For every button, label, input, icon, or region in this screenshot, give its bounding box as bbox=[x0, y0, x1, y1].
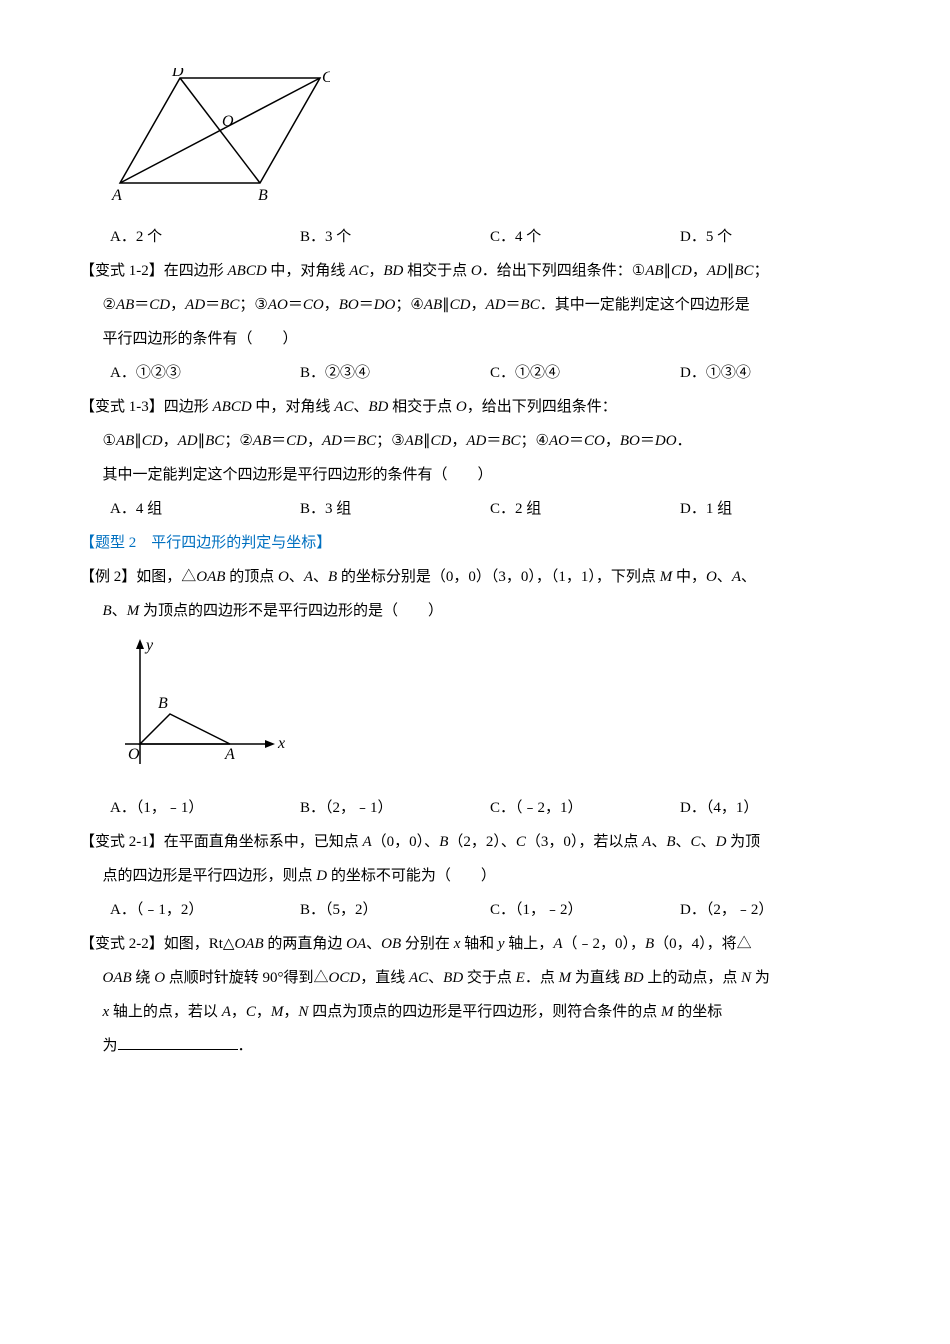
option-b: B．3 组 bbox=[300, 494, 490, 524]
figure-triangle-oab: O A B x y bbox=[110, 634, 870, 785]
svg-text:A: A bbox=[224, 746, 235, 763]
v12-line3: 平行四边形的条件有（ ） bbox=[80, 324, 870, 354]
option-d: D．①③④ bbox=[680, 358, 870, 388]
parallelogram-svg: A B C D O bbox=[110, 68, 330, 203]
option-a: A．（﹣1，2） bbox=[110, 895, 300, 925]
v22-line1: 【变式 2-2】如图，Rt△OAB 的两直角边 OA、OB 分别在 x 轴和 y… bbox=[80, 929, 870, 959]
svg-text:x: x bbox=[277, 735, 285, 752]
option-d: D．5 个 bbox=[680, 222, 870, 252]
v12-options: A．①②③ B．②③④ C．①②④ D．①③④ bbox=[80, 358, 870, 388]
v13-line1: 【变式 1-3】四边形 ABCD 中，对角线 AC、BD 相交于点 O，给出下列… bbox=[80, 392, 870, 422]
svg-text:y: y bbox=[144, 637, 154, 654]
ex2-line1: 【例 2】如图，△OAB 的顶点 O、A、B 的坐标分别是（0，0）（3，0），… bbox=[80, 562, 870, 592]
v22-line3: x 轴上的点，若以 A，C，M，N 四点为顶点的四边形是平行四边形，则符合条件的… bbox=[80, 997, 870, 1027]
figure-parallelogram: A B C D O bbox=[110, 68, 870, 214]
q1-options: A．2 个 B．3 个 C．4 个 D．5 个 bbox=[80, 222, 870, 252]
v21-line1: 【变式 2-1】在平面直角坐标系中，已知点 A（0，0）、B（2，2）、C（3，… bbox=[80, 827, 870, 857]
v21-line2: 点的四边形是平行四边形，则点 D 的坐标不可能为（ ） bbox=[80, 861, 870, 891]
svg-text:A: A bbox=[111, 187, 122, 203]
option-d: D．（4，1） bbox=[680, 793, 870, 823]
v13-line3: 其中一定能判定这个四边形是平行四边形的条件有（ ） bbox=[80, 460, 870, 490]
option-b: B．3 个 bbox=[300, 222, 490, 252]
option-a: A．2 个 bbox=[110, 222, 300, 252]
ex2-line2: B、M 为顶点的四边形不是平行四边形的是（ ） bbox=[80, 596, 870, 626]
topic-2-heading: 【题型 2 平行四边形的判定与坐标】 bbox=[80, 528, 870, 558]
svg-text:B: B bbox=[158, 695, 168, 712]
v12-line1: 【变式 1-2】在四边形 ABCD 中，对角线 AC，BD 相交于点 O．给出下… bbox=[80, 256, 870, 286]
option-c: C．2 组 bbox=[490, 494, 680, 524]
svg-text:C: C bbox=[322, 69, 330, 86]
option-d: D．1 组 bbox=[680, 494, 870, 524]
option-b: B．（5，2） bbox=[300, 895, 490, 925]
option-c: C．①②④ bbox=[490, 358, 680, 388]
option-a: A．4 组 bbox=[110, 494, 300, 524]
option-b: B．②③④ bbox=[300, 358, 490, 388]
answer-blank[interactable] bbox=[118, 1034, 238, 1050]
v12-line2: ②AB＝CD，AD＝BC；③AO＝CO，BO＝DO；④AB∥CD，AD＝BC．其… bbox=[80, 290, 870, 320]
option-c: C．（﹣2，1） bbox=[490, 793, 680, 823]
option-b: B．（2，﹣1） bbox=[300, 793, 490, 823]
option-c: C．4 个 bbox=[490, 222, 680, 252]
ex2-options: A．（1，﹣1） B．（2，﹣1） C．（﹣2，1） D．（4，1） bbox=[80, 793, 870, 823]
option-a: A．（1，﹣1） bbox=[110, 793, 300, 823]
option-d: D．（2，﹣2） bbox=[680, 895, 870, 925]
v22-line4: 为． bbox=[80, 1031, 870, 1061]
option-a: A．①②③ bbox=[110, 358, 300, 388]
svg-text:O: O bbox=[128, 746, 140, 763]
svg-text:O: O bbox=[222, 113, 234, 130]
v21-options: A．（﹣1，2） B．（5，2） C．（1，﹣2） D．（2，﹣2） bbox=[80, 895, 870, 925]
option-c: C．（1，﹣2） bbox=[490, 895, 680, 925]
svg-text:D: D bbox=[171, 68, 184, 80]
svg-text:B: B bbox=[258, 187, 268, 203]
v13-options: A．4 组 B．3 组 C．2 组 D．1 组 bbox=[80, 494, 870, 524]
v13-line2: ①AB∥CD，AD∥BC；②AB＝CD，AD＝BC；③AB∥CD，AD＝BC；④… bbox=[80, 426, 870, 456]
v22-line2: OAB 绕 O 点顺时针旋转 90°得到△OCD，直线 AC、BD 交于点 E．… bbox=[80, 963, 870, 993]
triangle-svg: O A B x y bbox=[110, 634, 290, 774]
